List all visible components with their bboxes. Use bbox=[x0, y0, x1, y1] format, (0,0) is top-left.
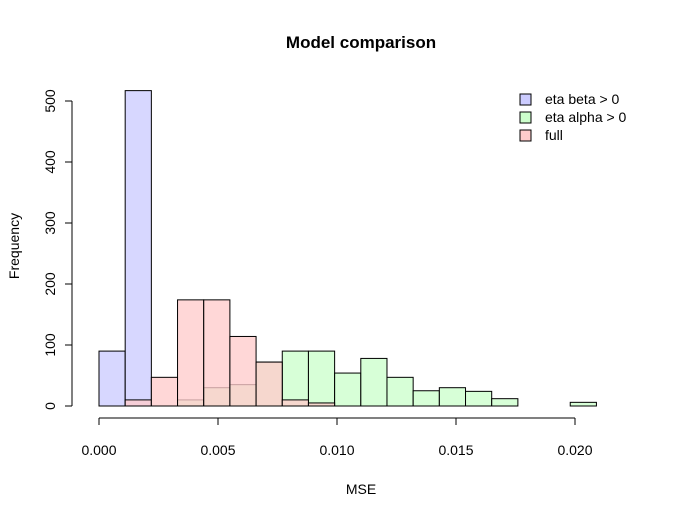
bar-full bbox=[307, 402, 336, 407]
y-tick-label: 300 bbox=[42, 211, 58, 235]
y-tick-label: 500 bbox=[42, 89, 58, 113]
y-tick-label: 0 bbox=[42, 402, 58, 410]
x-tick-label: 0.010 bbox=[319, 442, 354, 458]
bar-eta-alpha-0 bbox=[307, 350, 336, 407]
bar-eta-alpha-0 bbox=[360, 357, 388, 407]
bar-full bbox=[150, 376, 179, 407]
x-tick-label: 0.005 bbox=[200, 442, 235, 458]
chart-title: Model comparison bbox=[286, 33, 436, 52]
legend-label-eta-alpha-0: eta alpha > 0 bbox=[545, 109, 627, 125]
y-tick-label: 100 bbox=[42, 333, 58, 357]
bar-full bbox=[124, 399, 152, 407]
legend-swatch-eta-alpha-0 bbox=[519, 111, 532, 124]
bar-eta-alpha-0 bbox=[412, 390, 440, 407]
bar-full bbox=[229, 335, 257, 407]
bar-full bbox=[203, 299, 231, 407]
bar-eta-alpha-0 bbox=[465, 390, 493, 407]
bar-eta-alpha-0 bbox=[281, 350, 309, 407]
bar-full bbox=[281, 399, 309, 407]
bar-full bbox=[177, 299, 205, 407]
bar-full bbox=[255, 361, 283, 407]
bar-eta-alpha-0 bbox=[386, 376, 414, 407]
x-axis-label: MSE bbox=[346, 481, 376, 497]
y-axis-label: Frequency bbox=[6, 213, 22, 279]
bars-layer bbox=[98, 90, 597, 407]
legend-label-full: full bbox=[545, 127, 563, 143]
bar-eta-beta-0 bbox=[124, 90, 152, 407]
bar-eta-beta-0 bbox=[98, 350, 126, 407]
x-tick-label: 0.020 bbox=[557, 442, 592, 458]
x-tick-label: 0.015 bbox=[438, 442, 473, 458]
bar-eta-alpha-0 bbox=[569, 401, 597, 407]
legend: eta beta > 0 eta alpha > 0 full bbox=[519, 91, 627, 143]
legend-swatch-eta-beta-0 bbox=[519, 93, 532, 106]
x-axis: 0.000 0.005 0.010 0.015 0.020 bbox=[81, 417, 593, 458]
x-tick-label: 0.000 bbox=[81, 442, 116, 458]
legend-swatch-full bbox=[519, 129, 532, 142]
y-tick-label: 400 bbox=[42, 150, 58, 174]
y-tick-label: 200 bbox=[42, 272, 58, 296]
bar-eta-alpha-0 bbox=[334, 372, 362, 407]
legend-label-eta-beta-0: eta beta > 0 bbox=[545, 91, 620, 107]
bar-eta-alpha-0 bbox=[491, 398, 519, 407]
y-axis: 0 100 200 300 400 500 bbox=[42, 89, 73, 410]
bar-eta-alpha-0 bbox=[438, 387, 467, 407]
